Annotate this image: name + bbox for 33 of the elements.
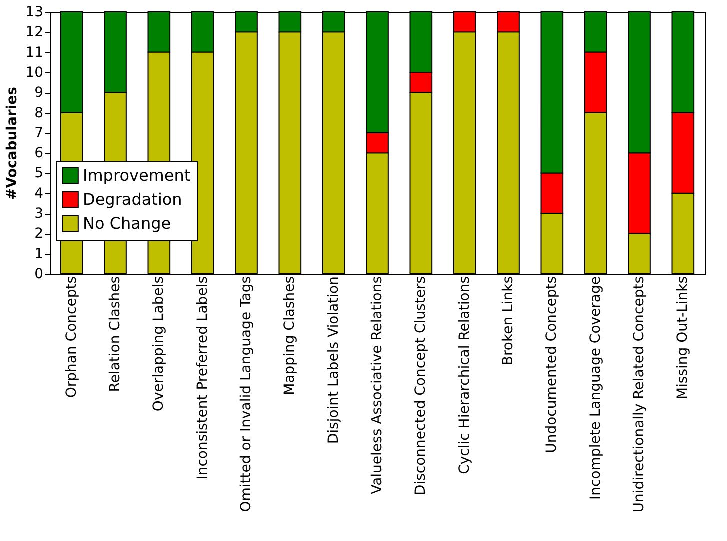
x-tick-label: Omitted or Invalid Language Tags — [238, 276, 254, 512]
y-tick-label: 0 — [34, 266, 44, 282]
x-tick-label: Disjoint Labels Violation — [326, 276, 342, 444]
x-tick-label: Orphan Concepts — [64, 276, 80, 398]
y-tick-label: 3 — [34, 206, 44, 222]
y-tick-label: 6 — [34, 146, 44, 162]
x-tick-label: Broken Links — [500, 276, 516, 366]
y-tick-label: 12 — [26, 24, 44, 41]
x-tick-label: Valueless Associative Relations — [370, 276, 386, 494]
y-tick-label: 10 — [26, 64, 44, 81]
y-tick-label: 8 — [34, 105, 44, 122]
y-tick-label: 2 — [34, 226, 44, 242]
x-tick-label: Incomplete Language Coverage — [588, 276, 604, 500]
legend-label: Improvement — [83, 166, 191, 185]
x-tick-label: Undocumented Concepts — [544, 276, 560, 454]
legend-label: No Change — [83, 214, 172, 233]
y-tick-label: 13 — [26, 4, 44, 20]
y-tick-label: 4 — [34, 186, 44, 202]
y-axis-title: #Vocabularies — [4, 87, 21, 200]
y-tick-label: 11 — [26, 44, 44, 61]
x-tick-label: Relation Clashes — [108, 276, 124, 392]
x-tick-label: Inconsistent Preferred Labels — [194, 276, 211, 480]
y-tick-label: 1 — [34, 246, 44, 262]
y-tick-label: 9 — [34, 85, 44, 102]
legend-label: Degradation — [83, 190, 182, 209]
x-tick-label: Mapping Clashes — [282, 276, 298, 396]
x-tick-label: Missing Out-Links — [675, 276, 692, 400]
x-tick-label: Overlapping Labels — [151, 276, 168, 412]
y-tick-label: 5 — [34, 166, 44, 182]
x-tick-label: Unidirectionally Related Concepts — [632, 276, 648, 513]
x-tick-label: Cyclic Hierarchical Relations — [456, 276, 473, 474]
y-tick-label: 7 — [34, 125, 44, 142]
x-tick-label: Disconnected Concept Clusters — [413, 276, 430, 496]
